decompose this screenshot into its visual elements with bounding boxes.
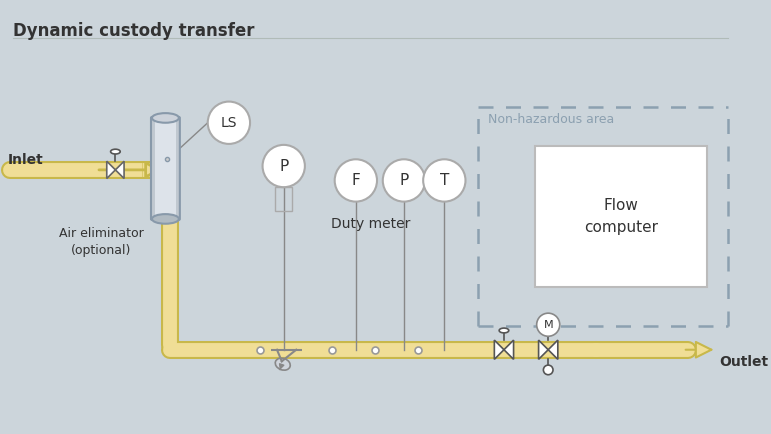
Text: Dynamic custody transfer: Dynamic custody transfer [13, 22, 255, 40]
Text: Non-hazardous area: Non-hazardous area [487, 113, 614, 126]
Circle shape [263, 145, 305, 187]
Circle shape [537, 313, 560, 336]
FancyBboxPatch shape [151, 117, 180, 220]
Text: Inlet: Inlet [8, 153, 43, 167]
Text: Air eliminator
(optional): Air eliminator (optional) [59, 227, 143, 256]
Bar [535, 146, 707, 287]
Polygon shape [106, 161, 116, 178]
Circle shape [382, 159, 425, 202]
Text: Flow
computer: Flow computer [584, 198, 658, 235]
Polygon shape [539, 340, 548, 359]
Text: Duty meter: Duty meter [331, 217, 410, 231]
Text: M: M [544, 320, 553, 330]
Polygon shape [504, 340, 513, 359]
Text: P: P [279, 158, 288, 174]
Text: T: T [439, 173, 449, 188]
Circle shape [544, 365, 553, 375]
Polygon shape [494, 340, 504, 359]
Polygon shape [116, 161, 124, 178]
Ellipse shape [499, 328, 509, 333]
Ellipse shape [275, 358, 290, 370]
Text: P: P [399, 173, 409, 188]
Polygon shape [548, 340, 557, 359]
Ellipse shape [110, 149, 120, 154]
Text: Outlet: Outlet [719, 355, 769, 368]
Text: LS: LS [221, 116, 237, 130]
Text: F: F [352, 173, 360, 188]
Ellipse shape [152, 214, 179, 224]
Circle shape [335, 159, 377, 202]
Circle shape [207, 102, 250, 144]
Bar [155, 121, 176, 216]
Bar [275, 187, 292, 211]
Circle shape [423, 159, 466, 202]
Ellipse shape [152, 113, 179, 123]
